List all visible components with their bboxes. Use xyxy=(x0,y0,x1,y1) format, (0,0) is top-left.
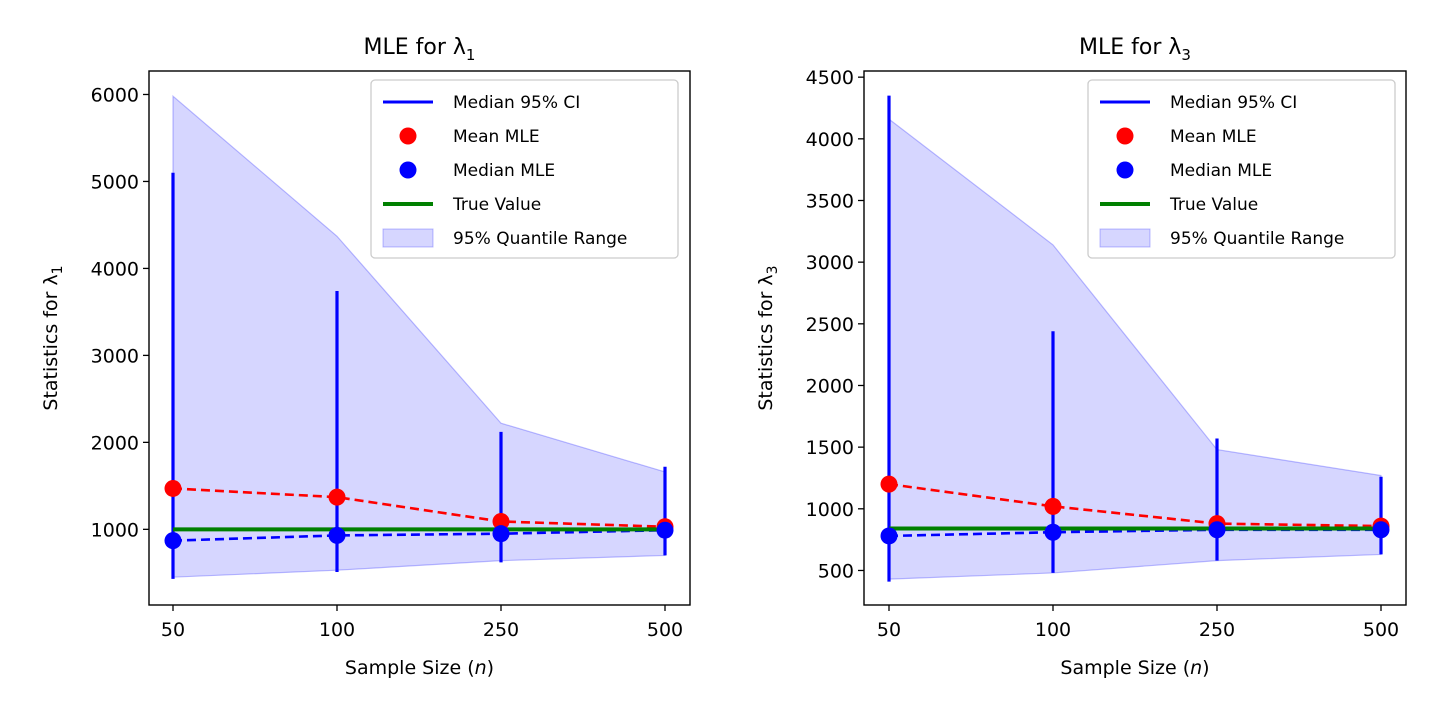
x-tick-label: 50 xyxy=(161,619,185,641)
legend-label: 95% Quantile Range xyxy=(1170,229,1344,249)
median-mle-line xyxy=(172,528,666,542)
x-tick-label: 500 xyxy=(1363,619,1399,641)
y-tick-label: 3000 xyxy=(91,345,139,367)
legend-mean-symbol xyxy=(1116,127,1134,145)
legend-box xyxy=(1087,79,1396,259)
legend-box xyxy=(370,79,679,259)
mean-mle-point xyxy=(492,513,510,531)
legend-label: 95% Quantile Range xyxy=(453,229,627,249)
x-tick-label: 250 xyxy=(1199,619,1235,641)
legend-band-symbol xyxy=(382,228,434,248)
y-tick-label: 3000 xyxy=(806,252,854,274)
legend-label: True Value xyxy=(1169,195,1258,215)
legend-median-symbol xyxy=(399,161,417,179)
median-mle-point xyxy=(328,526,346,544)
axes-frame xyxy=(863,70,1407,606)
legend-label: True Value xyxy=(452,195,541,215)
legend-label: Median MLE xyxy=(453,161,555,181)
legend-label: Median MLE xyxy=(1170,161,1272,181)
legend-band-symbol xyxy=(1099,228,1151,248)
chart-panel-2: 500 1000 1500 2000 2500 3000 3500 4000 4500 50 100… xyxy=(755,35,1407,679)
median-mle-point xyxy=(656,521,674,539)
median-mle-point xyxy=(1044,523,1062,541)
x-tick-label: 50 xyxy=(877,619,901,641)
legend-label: Median 95% CI xyxy=(453,93,580,113)
legend-label: Mean MLE xyxy=(453,127,540,147)
legend: Median 95% CI Mean MLE Median MLE True Valu… xyxy=(1087,79,1396,259)
x-axis-label: Sample Size (n) xyxy=(345,657,494,679)
y-tick-label: 2000 xyxy=(91,432,139,454)
chart-title: MLE for λ1 xyxy=(364,35,476,64)
y-tick-label: 500 xyxy=(818,560,854,582)
median-mle-point xyxy=(164,532,182,550)
mean-mle-line xyxy=(172,487,666,529)
y-tick-label: 4000 xyxy=(806,129,854,151)
median-mle-point xyxy=(492,525,510,543)
x-tick-label: 250 xyxy=(483,619,519,641)
x-tick-label: 100 xyxy=(319,619,355,641)
mean-mle-point xyxy=(880,475,898,493)
x-tick-label: 100 xyxy=(1035,619,1071,641)
median-mle-point xyxy=(1208,521,1226,539)
y-tick-label: 6000 xyxy=(91,84,139,106)
y-tick-label: 1000 xyxy=(91,519,139,541)
chart-panel-1: 1000 2000 3000 4000 5000 6000 50 100 250 500 MLE f… xyxy=(40,35,691,679)
mean-mle-point xyxy=(1044,497,1062,515)
y-tick-label: 4500 xyxy=(806,67,854,89)
median-mle-point xyxy=(1372,521,1390,539)
y-tick-label: 1000 xyxy=(806,499,854,521)
legend-label: Median 95% CI xyxy=(1170,93,1297,113)
y-tick-label: 5000 xyxy=(91,171,139,193)
y-tick-label: 3500 xyxy=(806,190,854,212)
x-tick-label: 500 xyxy=(647,619,683,641)
axes-frame xyxy=(148,70,691,606)
mean-mle-line xyxy=(888,482,1382,528)
y-axis-label: Statistics for λ3 xyxy=(755,265,781,410)
y-tick-label: 2500 xyxy=(806,314,854,336)
x-axis-label: Sample Size (n) xyxy=(1060,657,1209,679)
chart-title: MLE for λ3 xyxy=(1079,35,1191,64)
y-axis-label: Statistics for λ1 xyxy=(40,265,66,410)
legend-mean-symbol xyxy=(399,127,417,145)
mean-mle-point xyxy=(164,479,182,497)
legend-median-symbol xyxy=(1116,161,1134,179)
median-mle-point xyxy=(880,527,898,545)
y-tick-label: 1500 xyxy=(806,437,854,459)
mean-mle-point xyxy=(328,488,346,506)
y-tick-label: 2000 xyxy=(806,375,854,397)
legend-label: Mean MLE xyxy=(1170,127,1257,147)
y-tick-label: 4000 xyxy=(91,258,139,280)
legend: Median 95% CI Mean MLE Median MLE True Valu… xyxy=(370,79,679,259)
